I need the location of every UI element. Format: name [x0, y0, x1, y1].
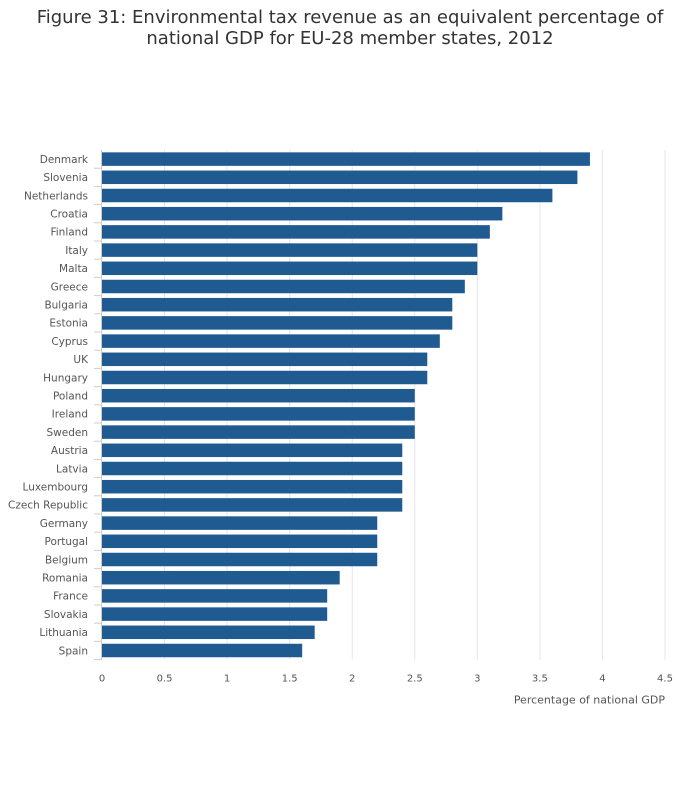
x-tick-label: 1.5: [282, 674, 298, 685]
y-tick-label: Portugal: [45, 536, 89, 548]
y-tick-label: Hungary: [43, 372, 88, 384]
bar: [102, 334, 440, 348]
y-tick-label: Lithuania: [39, 627, 88, 639]
y-axis: Denmark Slovenia Netherlands Croatia Finland…: [8, 150, 102, 661]
bar: [102, 516, 378, 530]
bars: [102, 152, 590, 658]
bar: [102, 297, 453, 312]
y-tick-label: Poland: [53, 391, 88, 403]
y-tick-label: Netherlands: [24, 190, 88, 202]
y-tick-label: Denmark: [40, 154, 89, 166]
bar: [102, 407, 415, 421]
y-tick-label: Slovakia: [44, 609, 88, 621]
y-tick-label: Ireland: [52, 409, 88, 421]
bar: [102, 625, 315, 640]
y-tick-label: Belgium: [45, 554, 88, 566]
y-tick-label: Romania: [42, 573, 88, 585]
chart-title: Figure 31: Environmental tax revenue as …: [0, 7, 700, 49]
bar: [102, 607, 328, 621]
bar: [102, 316, 453, 330]
y-tick-label: Latvia: [56, 463, 88, 475]
bar: [102, 643, 303, 658]
bar: [102, 352, 428, 367]
bar: [102, 498, 403, 512]
y-tick-label: Spain: [59, 645, 88, 657]
x-tick-label: 2: [349, 674, 355, 685]
bar: [102, 152, 590, 166]
bar: [102, 570, 340, 585]
bar: [102, 370, 428, 385]
y-tick-label: Finland: [50, 227, 88, 239]
bar: [102, 589, 328, 603]
x-tick-label: 0: [99, 674, 105, 685]
x-tick-label: 1: [224, 674, 230, 685]
y-tick-label: Greece: [51, 281, 88, 293]
y-tick-label: UK: [73, 354, 89, 366]
bar: [102, 425, 415, 439]
x-axis-title: Percentage of national GDP: [514, 694, 666, 707]
bar: [102, 534, 378, 549]
bar: [102, 279, 465, 294]
bar: [102, 261, 478, 276]
chart-title-line-1: Figure 31: Environmental tax revenue as …: [36, 7, 664, 28]
y-tick-label: Germany: [40, 518, 88, 530]
x-axis: 0 0.5 1 1.5 2 2.5 3 3.5 4 4.5: [99, 674, 673, 685]
x-tick-label: 2.5: [407, 674, 423, 685]
bar: [102, 388, 415, 403]
y-tick-label: France: [53, 591, 88, 603]
x-tick-label: 3.5: [532, 674, 548, 685]
y-tick-label: Malta: [59, 263, 88, 275]
bar: [102, 188, 553, 203]
bar: [102, 206, 503, 221]
x-tick-label: 4: [599, 674, 605, 685]
y-tick-label: Cyprus: [51, 336, 88, 348]
y-tick-label: Luxembourg: [23, 482, 88, 494]
y-tick-label: Austria: [51, 445, 88, 457]
x-tick-label: 0.5: [157, 674, 173, 685]
bar: [102, 479, 403, 494]
x-tick-label: 4.5: [657, 674, 673, 685]
y-tick-label: Sweden: [47, 427, 89, 439]
y-tick-label: Bulgaria: [44, 300, 88, 312]
bar: [102, 461, 403, 476]
y-tick-label: Slovenia: [43, 172, 88, 184]
bar: [102, 225, 490, 239]
bar: [102, 170, 578, 185]
y-tick-label: Italy: [65, 245, 88, 257]
y-tick-label: Estonia: [49, 318, 88, 330]
x-tick-label: 3: [474, 674, 480, 685]
y-tick-label: Czech Republic: [8, 500, 88, 512]
chart-title-line-2: national GDP for EU-28 member states, 20…: [146, 28, 554, 49]
y-tick-label: Croatia: [50, 209, 88, 221]
bar: [102, 443, 403, 458]
bar: [102, 243, 478, 257]
bar: [102, 552, 378, 567]
